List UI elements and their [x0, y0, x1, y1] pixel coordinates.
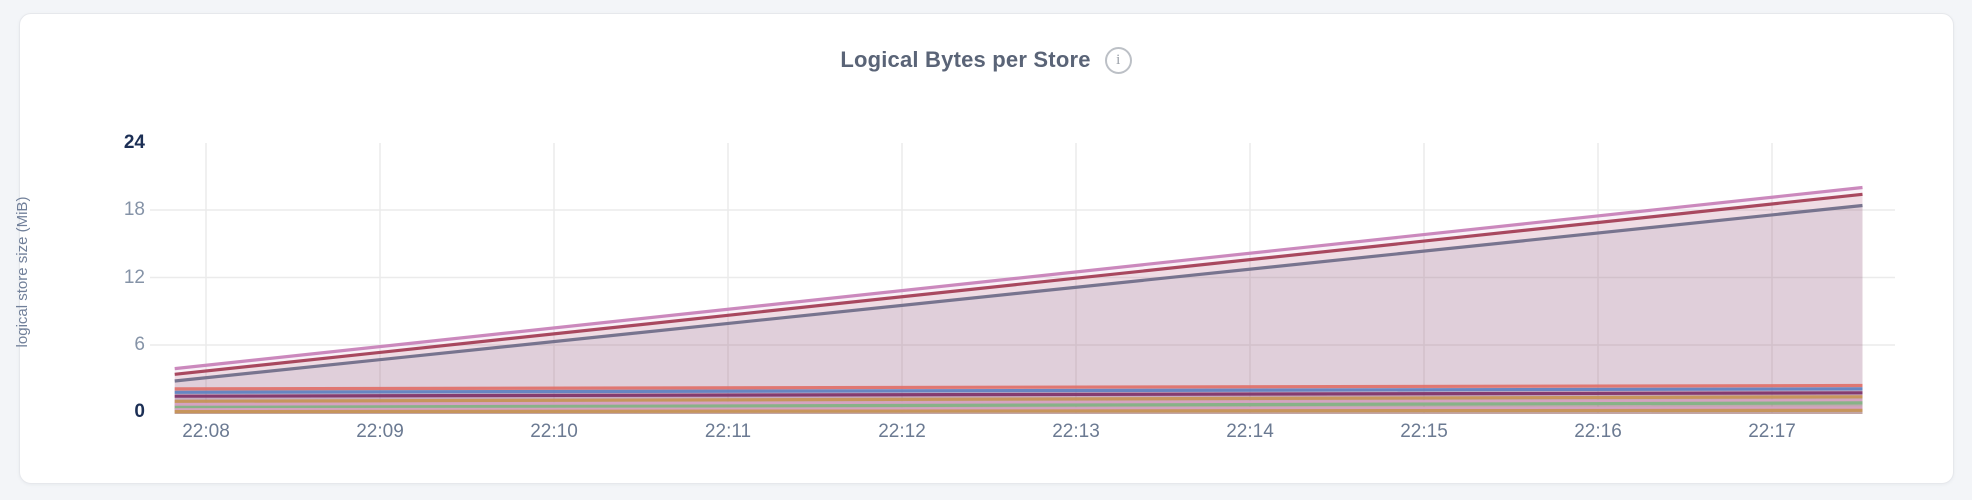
line-series-6 — [174, 391, 1863, 398]
y-tick-label-0: 0 — [134, 401, 145, 422]
y-tick-label-6: 6 — [134, 334, 145, 355]
chart-header: Logical Bytes per Store i — [0, 40, 1972, 80]
line-series-4 — [174, 383, 1863, 391]
x-tick-label: 22:11 — [704, 421, 752, 442]
x-tick-label: 22:08 — [182, 421, 230, 442]
area-series-1 — [174, 187, 1863, 414]
line-series-9 — [174, 401, 1863, 409]
y-tick-label-18: 18 — [123, 199, 145, 220]
line-series-1 — [174, 185, 1863, 371]
x-tick-label: 22:13 — [1052, 421, 1100, 442]
line-series-5 — [174, 387, 1863, 394]
x-tick-label: 22:09 — [356, 421, 404, 442]
x-tick-label: 22:10 — [530, 421, 578, 442]
line-series-2 — [174, 192, 1863, 376]
chart-title: Logical Bytes per Store — [840, 47, 1091, 72]
line-series-3 — [174, 203, 1863, 383]
line-series-8 — [174, 399, 1863, 407]
x-tick-label: 22:16 — [1574, 421, 1622, 442]
y-axis-title: logical store size (MiB) — [14, 196, 31, 348]
info-icon[interactable]: i — [1104, 46, 1132, 74]
line-series-10 — [174, 406, 1863, 412]
y-tick-label-24: 24 — [123, 132, 145, 153]
x-tick-label: 22:14 — [1226, 421, 1274, 442]
area-series-3 — [174, 205, 1863, 414]
x-tick-label: 22:17 — [1748, 421, 1796, 442]
series-areas — [174, 185, 1863, 414]
x-tick-label: 22:15 — [1400, 421, 1448, 442]
line-series-11 — [174, 408, 1863, 414]
x-tick-label: 22:12 — [878, 421, 926, 442]
y-tick-label-12: 12 — [123, 267, 145, 288]
line-series-7 — [174, 395, 1863, 403]
